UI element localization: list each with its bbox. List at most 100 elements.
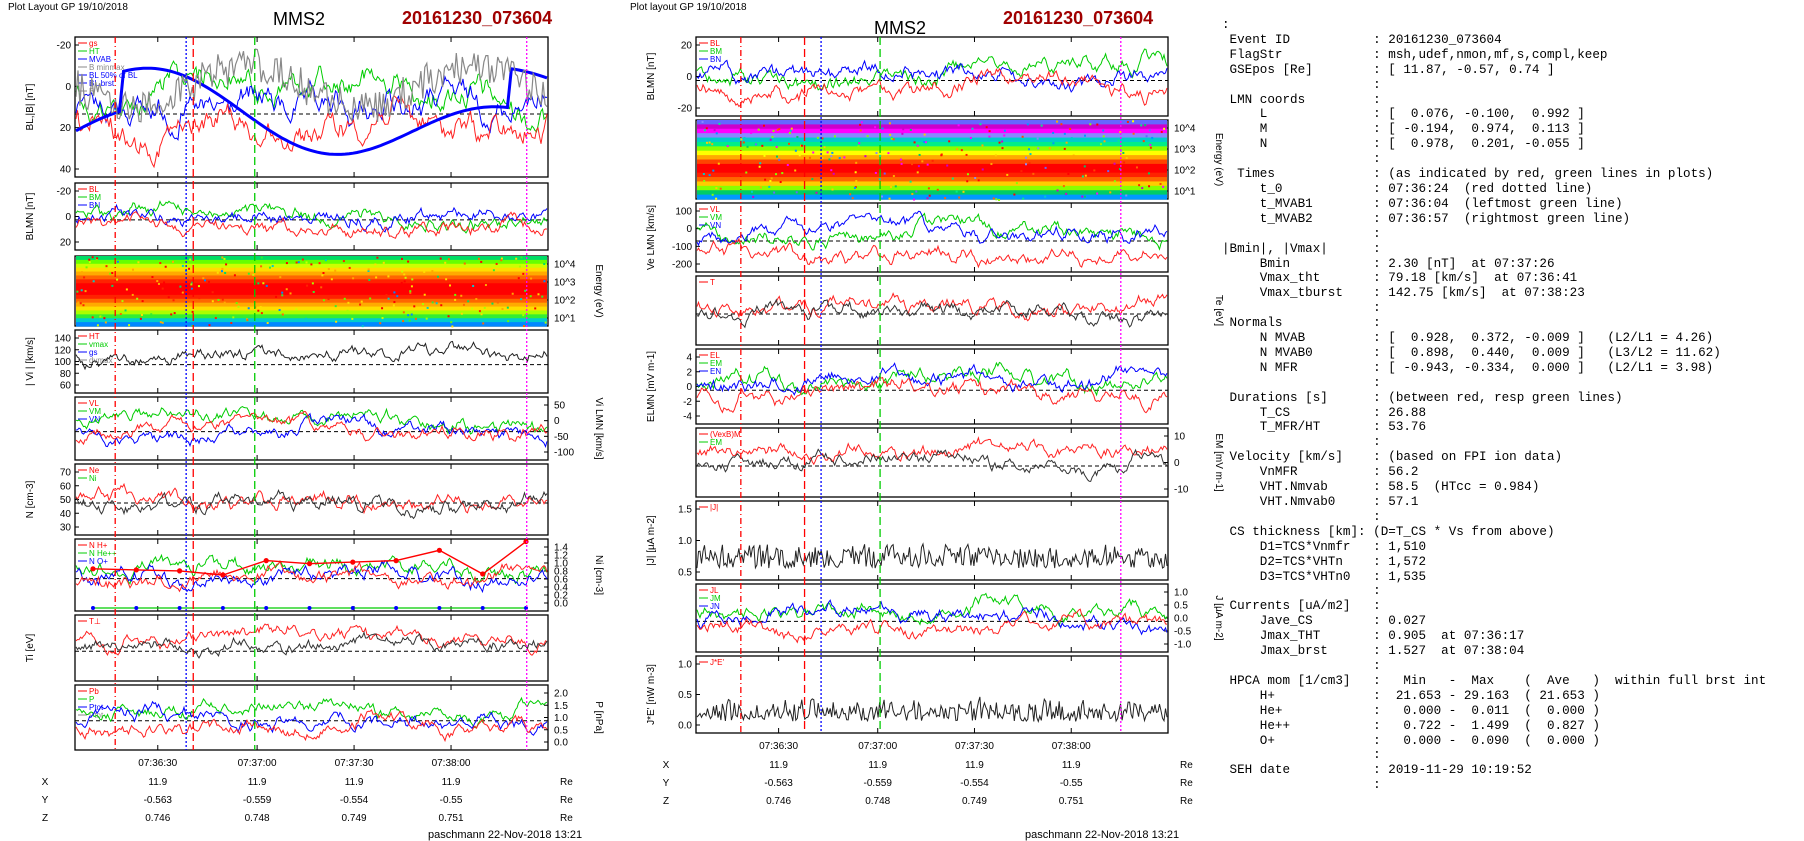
legend-entry: T⊥ xyxy=(89,617,101,626)
spectrogram-speckle xyxy=(988,130,991,133)
spectrogram-speckle xyxy=(859,123,862,126)
spectrogram-speckle xyxy=(786,164,789,167)
footer-left: paschmann 22-Nov-2018 13:21 xyxy=(428,829,583,841)
spectrogram-speckle xyxy=(849,193,852,196)
spectrogram-speckle xyxy=(191,324,194,327)
time-tick-label: 07:37:30 xyxy=(335,758,374,769)
spectrogram-speckle xyxy=(752,195,755,198)
spectrogram-speckle xyxy=(749,160,752,163)
spectrogram-band xyxy=(697,128,1167,134)
spectrogram-speckle xyxy=(511,292,514,295)
spectrogram-speckle xyxy=(960,149,963,152)
spectrogram-speckle xyxy=(928,194,931,197)
legend-entry: gs xyxy=(89,39,97,48)
spectrogram-speckle xyxy=(216,271,219,274)
spectrogram-speckle xyxy=(305,317,308,320)
spectrogram-speckle xyxy=(91,256,94,259)
spectrogram-speckle xyxy=(247,307,250,310)
spectrogram-speckle xyxy=(520,256,523,259)
y-axis-label: | Vi | [km/s] xyxy=(25,337,36,386)
legend-entry: JN xyxy=(710,602,720,611)
spectrogram-speckle xyxy=(1056,189,1059,192)
spectrogram-speckle xyxy=(136,297,139,300)
y-axis-label: J*E' [nW m-3] xyxy=(646,664,657,725)
spectrogram-speckle xyxy=(1103,140,1106,143)
spectrogram-speckle xyxy=(189,258,192,261)
spectrogram-speckle xyxy=(1148,129,1151,132)
data-series xyxy=(696,362,1168,396)
spectrogram-band xyxy=(697,146,1167,152)
spectrogram-speckle xyxy=(830,169,833,172)
spectrogram-speckle xyxy=(480,260,483,263)
spectrogram-speckle xyxy=(926,163,929,166)
time-tick-label: 07:38:00 xyxy=(432,758,471,769)
spectrogram-speckle xyxy=(931,159,934,162)
spectrogram-speckle xyxy=(955,190,958,193)
spectrogram-speckle xyxy=(327,268,330,271)
spectrogram-speckle xyxy=(257,282,260,285)
orbit-value: 11.9 xyxy=(442,777,461,788)
o-plus-point xyxy=(437,606,442,610)
y-tick-label: -10 xyxy=(1174,485,1189,496)
he-plus-plus-point xyxy=(393,558,399,564)
spectrogram-speckle xyxy=(208,324,211,327)
legend-entry: BL xyxy=(710,39,720,48)
spectrogram-speckle xyxy=(890,137,893,140)
spectrogram-speckle xyxy=(821,137,824,140)
y-tick-label: 0 xyxy=(65,82,71,93)
spectrogram-speckle xyxy=(347,301,350,304)
data-series xyxy=(696,210,1168,247)
spectrogram-speckle xyxy=(788,142,791,145)
spectrogram-speckle xyxy=(463,262,466,265)
spectrogram-speckle xyxy=(379,322,382,325)
spectrogram-speckle xyxy=(879,154,882,157)
spectrogram-speckle xyxy=(750,131,753,134)
spectrogram-speckle xyxy=(76,290,79,293)
spectrogram-speckle xyxy=(109,272,112,275)
spectrogram-speckle xyxy=(161,287,164,290)
spectrogram-speckle xyxy=(467,300,470,303)
spectrogram-speckle xyxy=(439,257,442,260)
spectrogram-speckle xyxy=(507,320,510,323)
spectrogram-band xyxy=(76,322,547,327)
spectrogram-speckle xyxy=(838,157,841,160)
spectrogram-speckle xyxy=(80,289,83,292)
y-tick-label: 1.5 xyxy=(678,505,692,516)
he-plus-plus-point xyxy=(306,561,313,567)
info-line: Vmax_tht : 79.18 [km/s] at 07:36:41 xyxy=(1222,271,1578,286)
spectrogram-speckle xyxy=(421,303,424,306)
info-line: Jave_CS : 0.027 xyxy=(1222,614,1427,629)
orbit-value: -0.563 xyxy=(144,795,173,806)
spectrogram-speckle xyxy=(1084,174,1087,177)
spectrogram-speckle xyxy=(855,161,858,164)
spectrogram-speckle xyxy=(746,145,749,148)
spectrogram-speckle xyxy=(795,191,798,194)
legend-entry: JL xyxy=(710,586,719,595)
o-plus-point xyxy=(524,606,528,610)
spectrogram-speckle xyxy=(874,126,877,129)
spectrogram-speckle xyxy=(151,276,154,279)
spectrogram-speckle xyxy=(788,131,791,134)
legend-entry: BL brst xyxy=(89,79,115,88)
legend-entry: Ni xyxy=(89,474,97,483)
spectrogram-speckle xyxy=(297,261,300,264)
time-tick-label: 07:37:00 xyxy=(858,741,897,752)
y-tick-label: 0.0 xyxy=(554,738,568,749)
info-line: t_0 : 07:36:24 (red dotted line) xyxy=(1222,181,1593,196)
y-tick-label: 2.0 xyxy=(554,689,568,700)
he-plus-plus-point xyxy=(220,572,226,578)
orbit-value: 11.9 xyxy=(868,760,887,771)
y-tick-label: 0 xyxy=(1174,458,1180,469)
spectrogram-speckle xyxy=(179,285,182,288)
y-tick-label: 2 xyxy=(686,367,692,378)
spectrogram-speckle xyxy=(911,192,914,195)
orbit-value: 0.749 xyxy=(962,796,987,807)
event-info-text: : Event ID : 20161230_073604 FlagStr : m… xyxy=(1222,18,1766,793)
spectrogram-speckle xyxy=(1022,197,1025,200)
orbit-unit: Re xyxy=(1180,796,1193,807)
spectrogram-speckle xyxy=(450,321,453,324)
spectrogram-band xyxy=(697,159,1167,165)
spectrogram-speckle xyxy=(750,190,753,193)
legend-entry: VL xyxy=(710,205,720,214)
spectrogram-speckle xyxy=(435,302,438,305)
